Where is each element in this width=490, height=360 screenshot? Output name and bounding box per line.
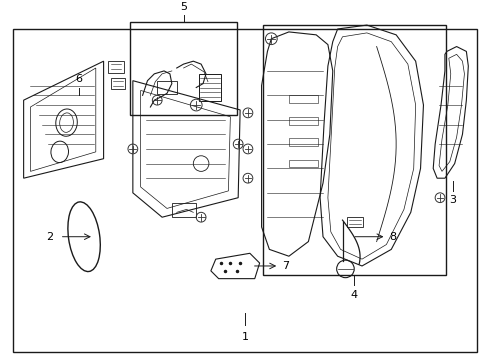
Bar	[108, 61, 124, 73]
Bar	[289, 160, 318, 167]
Text: 6: 6	[76, 73, 83, 84]
Text: 4: 4	[351, 291, 358, 300]
Bar	[157, 81, 177, 94]
Text: 7: 7	[282, 261, 289, 271]
Bar	[263, 25, 446, 275]
Text: 8: 8	[390, 232, 396, 242]
Bar	[347, 217, 363, 227]
Bar	[289, 138, 318, 146]
Bar	[289, 95, 318, 103]
Text: 5: 5	[180, 3, 187, 12]
Bar	[199, 74, 221, 101]
Bar	[172, 203, 196, 217]
Bar	[289, 117, 318, 125]
Text: 3: 3	[449, 195, 456, 205]
Text: 2: 2	[46, 232, 53, 242]
Text: 1: 1	[242, 332, 248, 342]
Bar	[111, 78, 125, 89]
Bar	[130, 22, 237, 115]
